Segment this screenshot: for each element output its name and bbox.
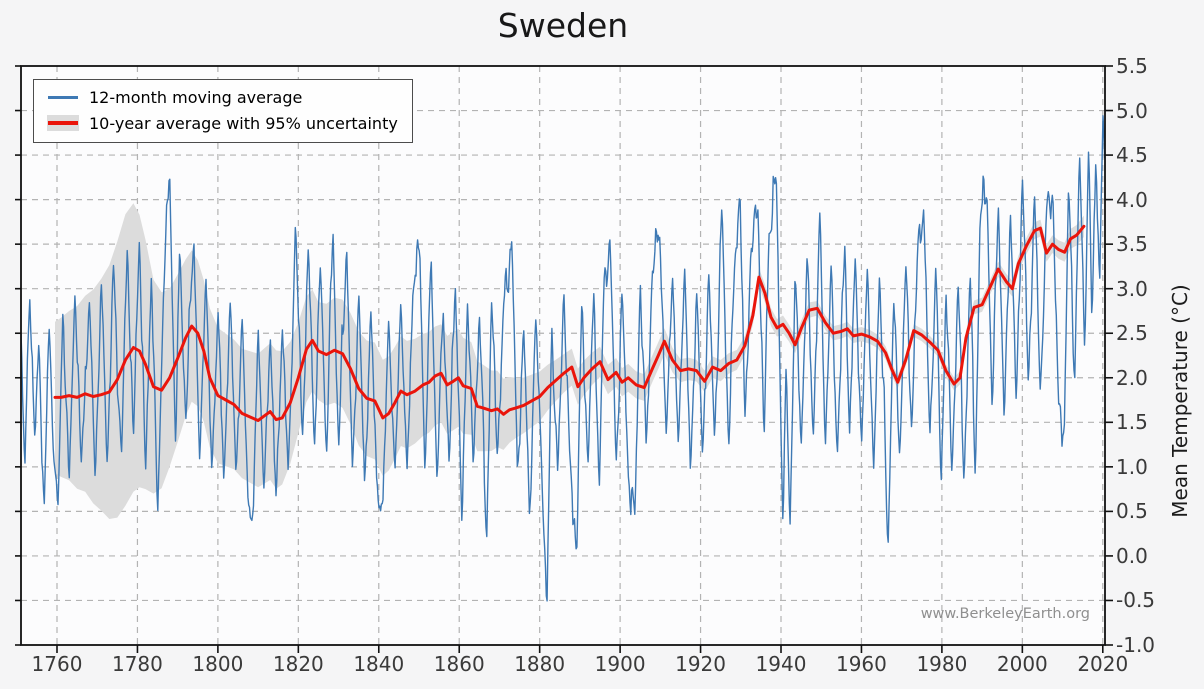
x-tick-label: 1780 [111, 652, 163, 676]
x-tick-label: 1860 [433, 652, 485, 676]
legend-item-red: 10-year average with 95% uncertainty [47, 110, 398, 136]
x-tick-label: 1760 [31, 652, 83, 676]
legend-item-blue: 12-month moving average [47, 84, 398, 110]
y-tick-label: -0.5 [1116, 588, 1156, 613]
y-tick-label: 1.0 [1116, 454, 1148, 479]
legend-label: 10-year average with 95% uncertainty [89, 113, 398, 133]
chart-title: Sweden [497, 6, 629, 45]
x-tick-label: 1980 [916, 652, 968, 676]
x-tick-label: 1900 [594, 652, 646, 676]
x-tick-label: 1940 [755, 652, 807, 676]
y-tick-label: 5.5 [1116, 54, 1148, 78]
y-tick-label: 0.0 [1116, 543, 1148, 568]
watermark: www.BerkeleyEarth.org [920, 606, 1090, 622]
x-tick-label: 1960 [835, 652, 887, 676]
y-axis-label: Mean Temperature (°C) [1168, 284, 1192, 518]
x-tick-label: 1800 [192, 652, 244, 676]
y-tick-label: 5.0 [1116, 98, 1148, 123]
blue-line-swatch-icon [47, 95, 79, 99]
legend-label: 12-month moving average [89, 87, 303, 107]
y-tick-label: 3.0 [1116, 276, 1148, 301]
y-tick-label: 4.0 [1116, 187, 1148, 212]
x-tick-label: 2020 [1077, 652, 1129, 676]
x-tick-label: 1880 [514, 652, 566, 676]
y-tick-label: -1.0 [1116, 633, 1156, 657]
y-tick-label: 0.5 [1116, 499, 1148, 524]
y-tick-label: 2.5 [1116, 321, 1148, 346]
y-tick-label: 4.5 [1116, 143, 1148, 168]
y-tick-label: 3.5 [1116, 232, 1148, 257]
red-band-swatch-icon [47, 115, 79, 131]
legend: 12-month moving average 10-year average … [33, 79, 413, 143]
x-tick-label: 1920 [675, 652, 726, 676]
x-tick-label: 1840 [353, 652, 405, 676]
x-tick-label: 1820 [272, 652, 324, 676]
y-tick-label: 1.5 [1116, 410, 1148, 435]
x-tick-label: 2000 [996, 652, 1048, 676]
y-tick-label: 2.0 [1116, 365, 1148, 390]
